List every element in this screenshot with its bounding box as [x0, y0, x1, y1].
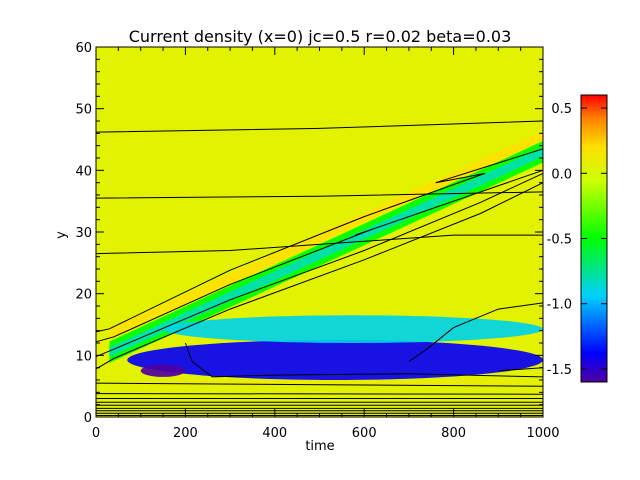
heatmap-features — [96, 131, 544, 387]
heatmap-negative-lobe — [127, 339, 544, 381]
y-tick-label: 10 — [75, 349, 92, 364]
contour-line — [95, 393, 544, 395]
colorbar: 0.5 0.0 -0.5 -1.0 -1.5 — [547, 94, 608, 383]
y-axis: 0 10 20 30 40 50 60 — [75, 41, 543, 426]
heatmap-positive-ridge — [109, 131, 544, 339]
contour-line — [95, 148, 544, 333]
colorbar-tick-label: -0.5 — [547, 233, 572, 248]
heatmap-cyan-fringe — [163, 315, 543, 343]
y-tick-label: 60 — [75, 41, 92, 56]
y-axis-label: y — [54, 231, 69, 239]
contour-line — [95, 191, 544, 199]
contour-line — [95, 234, 543, 255]
colorbar-tick-label: -1.5 — [547, 363, 572, 378]
y-tick-label: 30 — [75, 226, 92, 241]
contour-line — [95, 120, 544, 133]
x-tick-label: 1000 — [526, 426, 559, 441]
contour-line — [95, 169, 544, 343]
chart-title: Current density (x=0) jc=0.5 r=0.02 beta… — [129, 27, 512, 46]
x-tick-label: 0 — [92, 426, 100, 441]
heatmap-negative-band-core — [109, 147, 544, 357]
contour-line — [95, 382, 544, 387]
contour-line — [184, 342, 544, 378]
y-tick-label: 20 — [75, 288, 92, 303]
x-tick-label: 800 — [441, 426, 466, 441]
colorbar-tick-label: -1.0 — [547, 298, 572, 313]
colorbar-tick-label: 0.5 — [551, 102, 572, 117]
heatmap-negative-minimum — [140, 364, 186, 377]
y-tick-label: 0 — [84, 411, 92, 426]
heatmap-positive-strip — [96, 380, 543, 387]
y-tick-label: 50 — [75, 103, 92, 118]
x-tick-label: 600 — [352, 426, 377, 441]
contour-line — [95, 182, 544, 370]
x-tick-label: 400 — [262, 426, 287, 441]
x-tick-label: 200 — [173, 426, 198, 441]
colorbar-ticks: 0.5 0.0 -0.5 -1.0 -1.5 — [547, 102, 607, 378]
contour-line — [498, 367, 544, 372]
x-axis-label: time — [305, 439, 334, 454]
y-tick-label: 40 — [75, 164, 92, 179]
contour-line — [95, 172, 544, 358]
colorbar-tick-label: 0.0 — [551, 167, 572, 182]
plot-area — [95, 46, 544, 418]
x-axis: 0 200 400 600 800 1000 — [92, 47, 560, 441]
contour-line — [408, 302, 544, 362]
